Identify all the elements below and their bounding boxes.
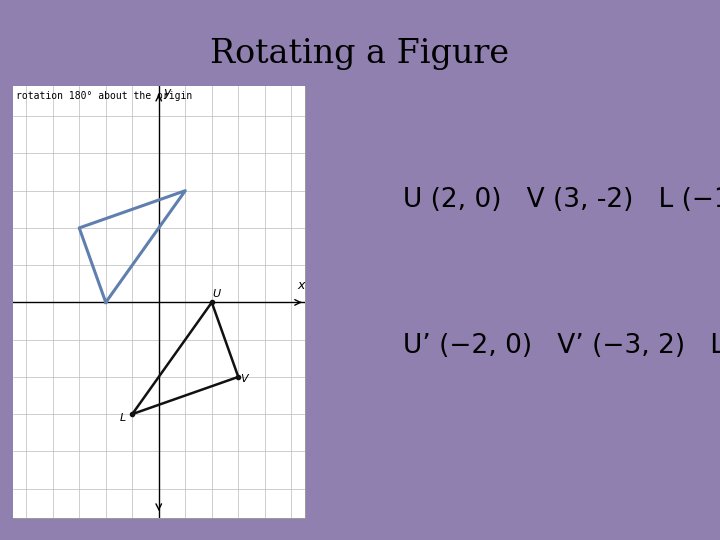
Text: y: y [163, 86, 171, 99]
Text: Rotating a Figure: Rotating a Figure [210, 38, 510, 70]
Text: V: V [240, 374, 248, 384]
Text: x: x [297, 279, 305, 292]
Text: U (2, 0)   V (3, -2)   L (−1, −3): U (2, 0) V (3, -2) L (−1, −3) [403, 187, 720, 213]
Text: L: L [120, 413, 126, 423]
Text: rotation 180° about the origin: rotation 180° about the origin [16, 91, 192, 101]
Text: U’ (−2, 0)   V’ (−3, 2)   L’ (1, 3): U’ (−2, 0) V’ (−3, 2) L’ (1, 3) [403, 333, 720, 359]
Text: U: U [212, 289, 220, 299]
